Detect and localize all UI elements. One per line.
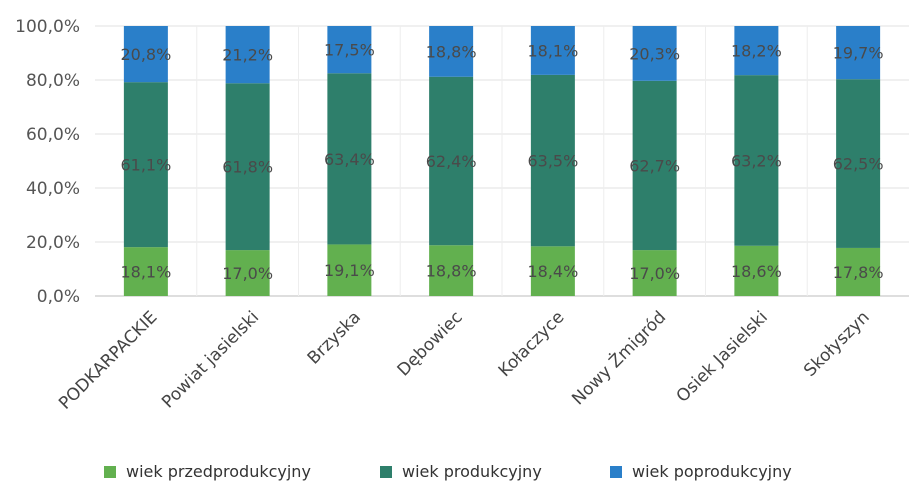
legend: wiek przedprodukcyjny wiek produkcyjny wie… — [104, 462, 792, 481]
data-label: 18,8% — [426, 262, 477, 281]
bar-segment — [530, 26, 575, 75]
bar-segment — [225, 26, 270, 84]
y-tick-label: 80,0% — [26, 71, 80, 91]
x-tick-label: Nowy Żmigród — [568, 307, 671, 410]
data-label: 61,8% — [222, 158, 273, 177]
x-tick-label: Brzyska — [304, 307, 365, 368]
data-label: 18,1% — [120, 263, 171, 282]
x-tick-label: Kołaczyce — [495, 307, 569, 381]
bar-segment — [225, 250, 270, 296]
y-tick-label: 100,0% — [15, 17, 80, 37]
bar-segment — [327, 244, 372, 296]
data-label: 18,4% — [527, 262, 578, 281]
bar-segment — [429, 245, 474, 296]
data-label: 62,5% — [833, 155, 884, 174]
data-label: 62,7% — [629, 156, 680, 175]
data-label: 19,7% — [833, 44, 884, 63]
bar-segment — [429, 26, 474, 77]
bar-segment — [632, 80, 677, 251]
legend-swatch — [610, 466, 622, 478]
bar-segment — [327, 26, 372, 74]
data-label: 62,4% — [426, 152, 477, 171]
bar-segment — [327, 73, 372, 245]
bar-segment — [632, 250, 677, 296]
legend-item: wiek produkcyjny — [380, 462, 542, 481]
data-label: 20,3% — [629, 44, 680, 63]
x-tick-label: Powiat jasielski — [158, 307, 263, 412]
x-tick-label: Osiek Jasielski — [673, 307, 772, 406]
x-tick-label: Dębowiec — [394, 307, 467, 380]
bar-segment — [632, 26, 677, 81]
legend-label: wiek poprodukcyjny — [632, 462, 792, 481]
bar-segment — [123, 82, 168, 248]
data-label: 18,8% — [426, 42, 477, 61]
data-label: 61,1% — [120, 156, 171, 175]
bar-segment — [225, 83, 270, 251]
x-tick-label: Skołyszyn — [800, 307, 873, 380]
y-tick-label: 40,0% — [26, 179, 80, 199]
legend-item: wiek poprodukcyjny — [610, 462, 792, 481]
y-tick-label: 0,0% — [37, 287, 80, 307]
bar-segment — [530, 74, 575, 247]
data-label: 18,2% — [731, 42, 782, 61]
data-label: 63,2% — [731, 151, 782, 170]
data-label: 21,2% — [222, 46, 273, 65]
bar-segment — [734, 245, 779, 296]
data-label: 17,8% — [833, 263, 884, 282]
bar-segment — [836, 247, 881, 296]
bar-segment — [734, 26, 779, 76]
bar-segment — [530, 246, 575, 296]
data-label: 17,0% — [222, 264, 273, 283]
bar-segment — [429, 76, 474, 246]
data-label: 63,5% — [527, 152, 578, 171]
legend-item: wiek przedprodukcyjny — [104, 462, 311, 481]
data-label: 18,6% — [731, 262, 782, 281]
data-label: 19,1% — [324, 261, 375, 280]
y-tick-label: 20,0% — [26, 233, 80, 253]
bar-segment — [734, 75, 779, 246]
data-label: 20,8% — [120, 45, 171, 64]
bar-segment — [123, 247, 168, 296]
data-label: 18,1% — [527, 41, 578, 60]
legend-swatch — [380, 466, 392, 478]
data-label: 63,4% — [324, 150, 375, 169]
legend-label: wiek przedprodukcyjny — [126, 462, 311, 481]
bar-segment — [123, 26, 168, 83]
legend-label: wiek produkcyjny — [402, 462, 542, 481]
bar-segment — [836, 79, 881, 248]
data-label: 17,5% — [324, 41, 375, 60]
bar-segment — [836, 26, 881, 80]
gridlines — [95, 25, 909, 297]
data-label: 17,0% — [629, 264, 680, 283]
x-tick-label: PODKARPACKIE — [55, 307, 161, 413]
y-axis: 0,0% 20,0% 40,0% 60,0% 80,0% 100,0% — [15, 17, 80, 307]
legend-swatch — [104, 466, 116, 478]
bars: 18,1% 61,1% 20,8% 17,0% 61,8% 21,2% 19,1% 63,4%… — [120, 26, 884, 296]
y-tick-label: 60,0% — [26, 125, 80, 145]
